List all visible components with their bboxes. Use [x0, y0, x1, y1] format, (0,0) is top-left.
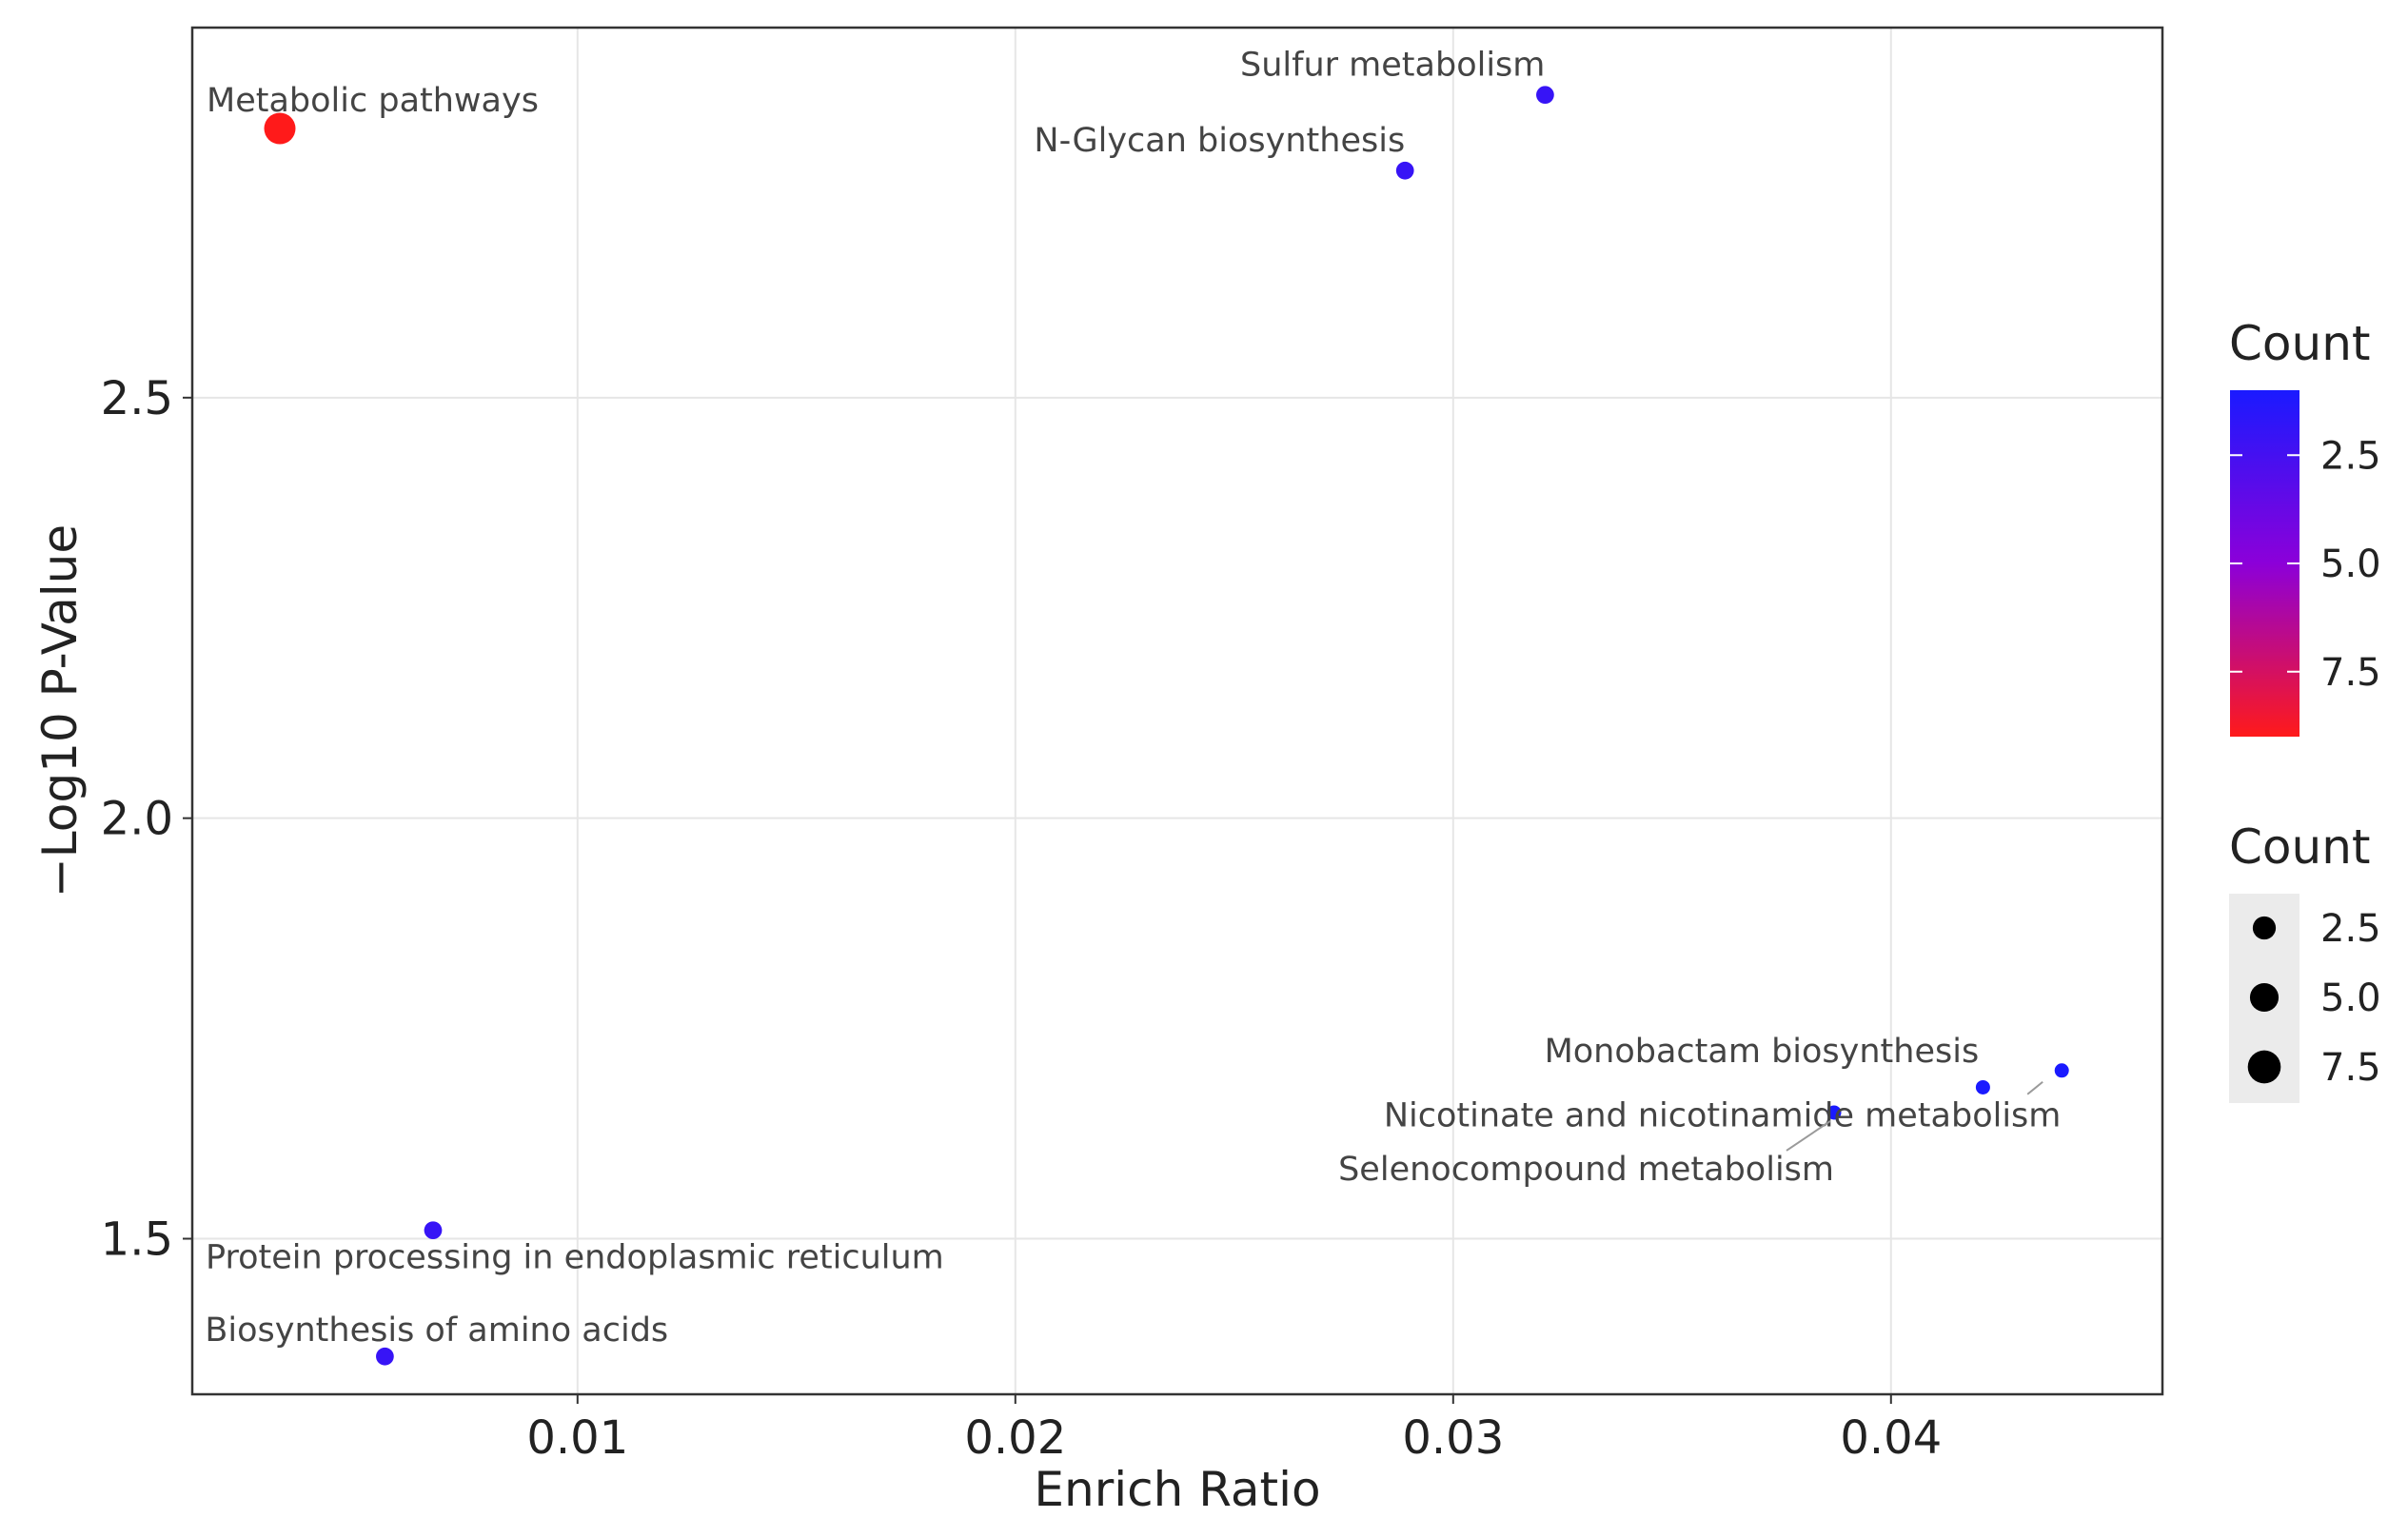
data-point: [2054, 1063, 2069, 1078]
x-tick-label: 0.01: [526, 1411, 628, 1465]
data-point: [1395, 161, 1414, 180]
y-tick-label: 1.5: [101, 1213, 173, 1267]
y-tick-label: 2.5: [101, 372, 173, 425]
data-point: [1536, 86, 1554, 105]
x-axis-title: Enrich Ratio: [1034, 1462, 1320, 1517]
size-legend-label: 2.5: [2320, 907, 2381, 951]
color-legend-label: 7.5: [2320, 651, 2381, 695]
x-tick-label: 0.04: [1840, 1411, 1942, 1465]
point-label: Monobactam biosynthesis: [1545, 1033, 1980, 1071]
data-point: [424, 1221, 443, 1240]
data-point: [1826, 1105, 1842, 1120]
data-points: [264, 86, 2069, 1366]
size-legend-label: 7.5: [2320, 1046, 2381, 1090]
color-legend-label: 5.0: [2320, 542, 2381, 586]
point-label: Biosynthesis of amino acids: [205, 1311, 668, 1350]
size-legend-dot: [2247, 1050, 2281, 1084]
grid-lines: [192, 28, 2162, 1394]
data-point: [376, 1347, 394, 1366]
data-point: [264, 112, 296, 145]
point-label: Selenocompound metabolism: [1338, 1151, 1834, 1189]
size-legend-label: 5.0: [2320, 976, 2381, 1020]
color-legend-title: Count: [2229, 316, 2371, 371]
y-tick-label: 2.0: [101, 793, 173, 846]
size-legend-dot: [2249, 982, 2280, 1013]
point-label: Metabolic pathways: [207, 82, 539, 120]
y-axis: 1.5 2.0 2.5: [101, 372, 192, 1267]
color-legend: Count 2.5 5.0 7.5: [2229, 316, 2381, 737]
plot-border: [190, 26, 2164, 1396]
size-legend-dot: [2252, 916, 2277, 940]
point-labels: Metabolic pathways Sulfur metabolism N-Gly…: [205, 47, 2061, 1351]
data-point: [1975, 1079, 1990, 1094]
color-legend-label: 2.5: [2320, 434, 2381, 478]
point-label: Protein processing in endoplasmic reticu…: [206, 1239, 944, 1277]
label-leader-line: [1786, 1120, 1831, 1152]
y-axis-title: −Log10 P-Value: [32, 524, 88, 897]
x-tick-label: 0.03: [1402, 1411, 1504, 1465]
x-tick-label: 0.02: [964, 1411, 1066, 1465]
size-legend: Count 2.5 5.0 7.5: [2229, 819, 2381, 1103]
x-axis: 0.01 0.02 0.03 0.04: [526, 1394, 1942, 1465]
point-label: Nicotinate and nicotinamide metabolism: [1384, 1096, 2062, 1134]
point-label: N-Glycan biosynthesis: [1034, 122, 1405, 160]
label-leader-line: [2026, 1081, 2043, 1095]
point-label: Sulfur metabolism: [1240, 47, 1545, 85]
size-legend-title: Count: [2229, 819, 2371, 875]
plot-panel: [192, 28, 2162, 1394]
